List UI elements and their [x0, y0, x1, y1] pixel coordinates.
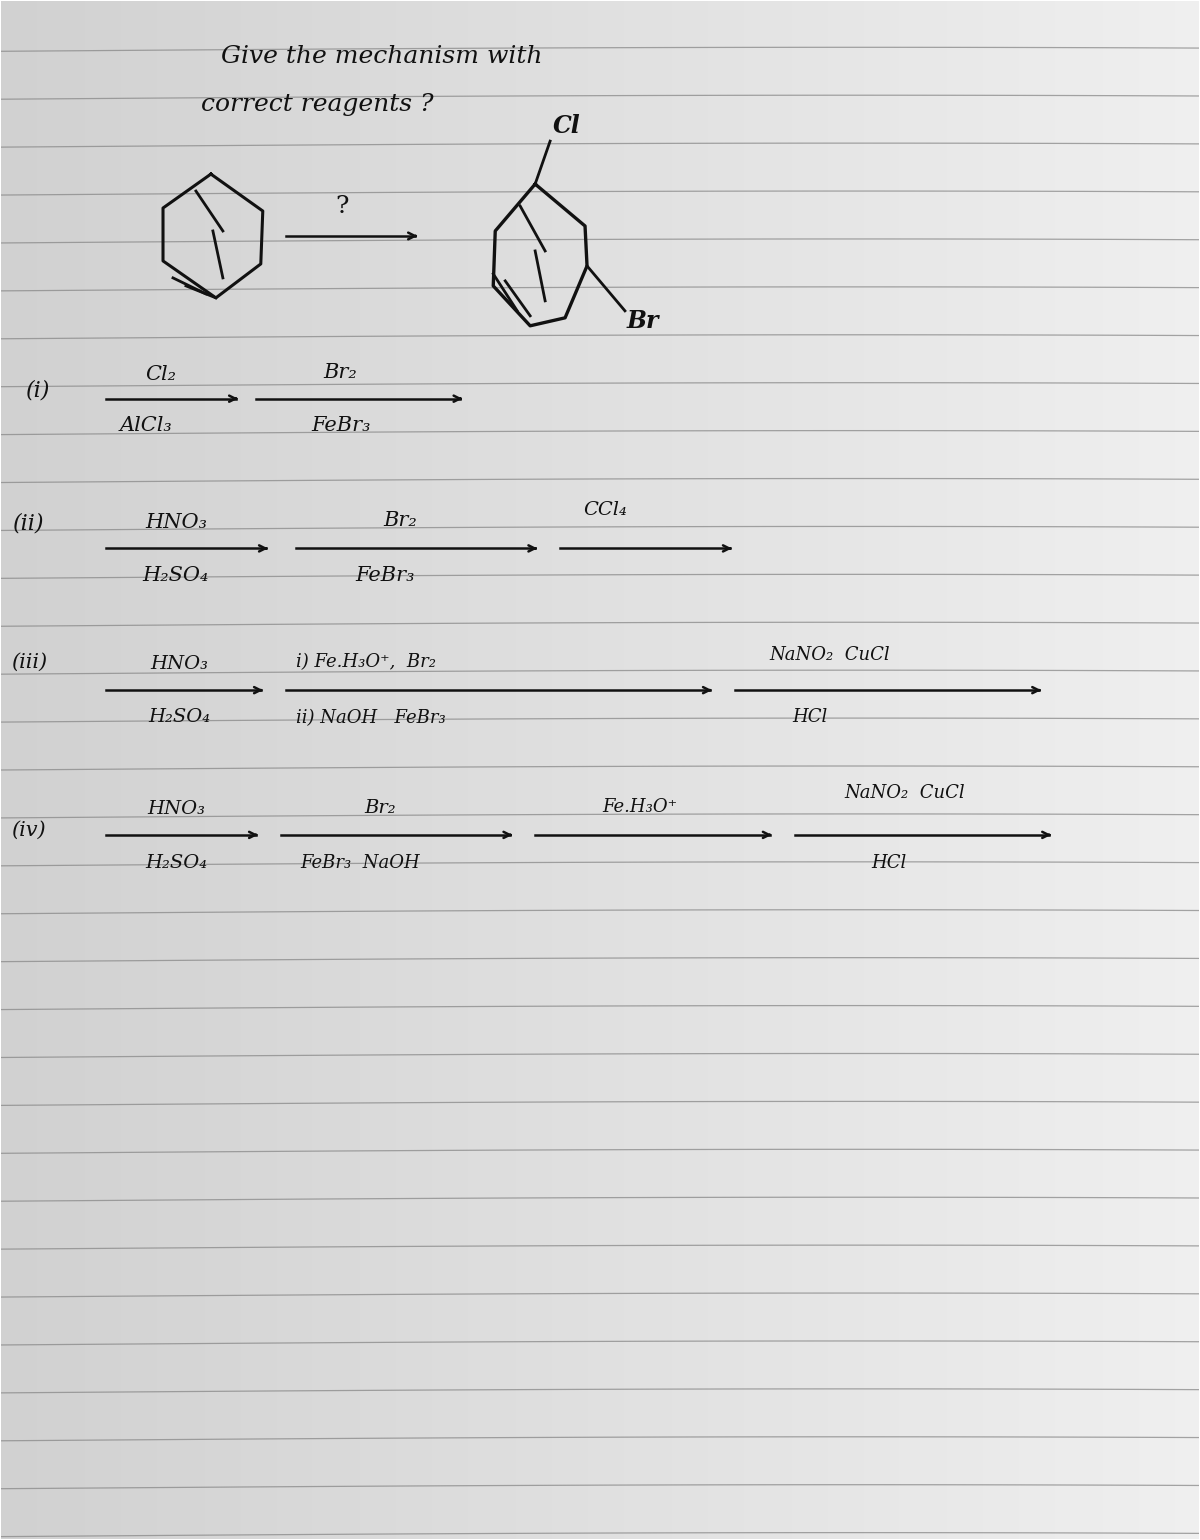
- Text: Cl₂: Cl₂: [145, 365, 176, 383]
- Text: Br₂: Br₂: [324, 363, 358, 382]
- Text: HNO₃: HNO₃: [145, 513, 206, 531]
- Text: H₂SO₄: H₂SO₄: [148, 708, 210, 725]
- Text: ?: ?: [336, 194, 349, 217]
- Text: NaNO₂  CuCl: NaNO₂ CuCl: [769, 647, 889, 664]
- Text: HCl: HCl: [792, 708, 827, 725]
- Text: (iii): (iii): [11, 653, 48, 671]
- Text: HCl: HCl: [871, 853, 907, 872]
- Text: Cl: Cl: [553, 114, 581, 139]
- Text: ii) NaOH   FeBr₃: ii) NaOH FeBr₃: [295, 708, 445, 727]
- Text: CCl₄: CCl₄: [583, 502, 626, 519]
- Text: FeBr₃: FeBr₃: [311, 416, 371, 436]
- Text: (iv): (iv): [11, 821, 46, 839]
- Text: FeBr₃  NaOH: FeBr₃ NaOH: [301, 853, 420, 872]
- Text: Fe.H₃O⁺: Fe.H₃O⁺: [602, 798, 678, 816]
- Text: HNO₃: HNO₃: [146, 799, 205, 818]
- Text: AlCl₃: AlCl₃: [120, 416, 173, 436]
- Text: Give the mechanism with: Give the mechanism with: [221, 45, 542, 68]
- Text: H₂SO₄: H₂SO₄: [143, 565, 209, 585]
- Text: Br: Br: [626, 310, 660, 333]
- Text: HNO₃: HNO₃: [150, 654, 208, 673]
- Text: i) Fe.H₃O⁺,  Br₂: i) Fe.H₃O⁺, Br₂: [295, 653, 436, 671]
- Text: (i): (i): [26, 380, 50, 402]
- Text: NaNO₂  CuCl: NaNO₂ CuCl: [844, 784, 965, 802]
- Text: FeBr₃: FeBr₃: [355, 565, 415, 585]
- Text: (ii): (ii): [13, 513, 44, 534]
- Text: Br₂: Br₂: [384, 511, 418, 530]
- Text: Br₂: Br₂: [365, 799, 396, 816]
- Text: correct reagents ?: correct reagents ?: [200, 92, 433, 115]
- Text: H₂SO₄: H₂SO₄: [145, 853, 208, 872]
